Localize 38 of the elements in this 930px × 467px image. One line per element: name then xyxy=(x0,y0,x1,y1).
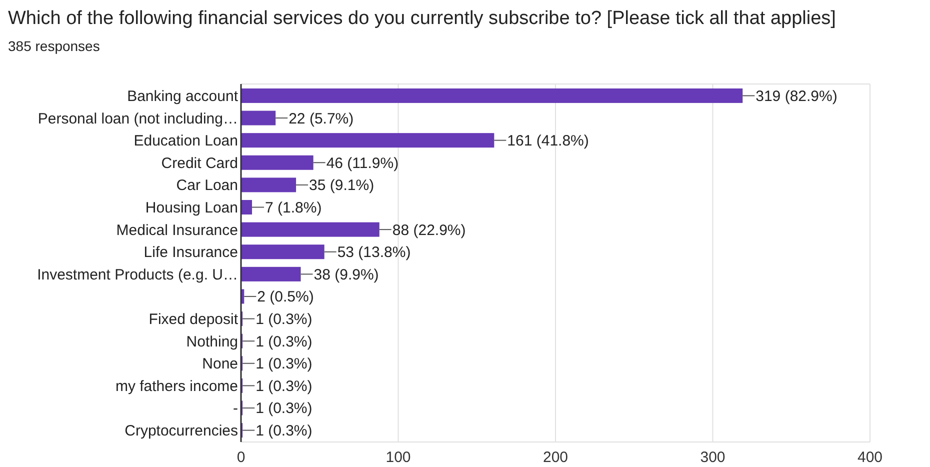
y-tick-label: my fathers income xyxy=(115,378,238,395)
data-label: 1 (0.3%) xyxy=(256,356,312,373)
data-label: 1 (0.3%) xyxy=(256,378,312,395)
data-label: 88 (22.9%) xyxy=(392,222,466,239)
data-label: 2 (0.5%) xyxy=(257,288,314,306)
chart-title: Which of the following financial services do you currently subscribe to? [Please tick all that applies] xyxy=(8,8,836,29)
y-tick-label: Cryptocurrencies xyxy=(124,422,238,440)
y-tick-label: Housing Loan xyxy=(145,199,238,216)
y-tick-label: Life Insurance xyxy=(144,244,238,262)
data-label: 53 (13.8%) xyxy=(337,244,411,262)
data-label: 1 (0.3%) xyxy=(256,422,312,440)
data-label: 35 (9.1%) xyxy=(309,177,374,194)
y-tick-label: None xyxy=(202,356,238,373)
y-tick-label: Fixed deposit xyxy=(148,311,239,328)
x-tick-label: 400 xyxy=(857,449,883,466)
data-label: 22 (5.7%) xyxy=(288,110,354,128)
x-tick-label: 300 xyxy=(700,449,726,466)
data-label: 161 (41.8%) xyxy=(507,132,589,150)
y-tick-label: Credit Card xyxy=(161,154,238,172)
data-label: 1 (0.3%) xyxy=(256,400,312,418)
data-label: 319 (82.9%) xyxy=(756,88,838,105)
y-tick-label: Personal loan (not including… xyxy=(38,110,238,128)
x-tick-label: 100 xyxy=(386,449,411,466)
y-tick-label: - xyxy=(233,400,238,418)
y-tick-label: Investment Products (e.g. U… xyxy=(37,266,238,284)
text: 385 responses xyxy=(8,38,100,54)
x-tick-label: 0 xyxy=(236,449,246,466)
y-tick-label: Medical Insurance xyxy=(116,222,238,239)
x-tick-label: 200 xyxy=(542,449,568,466)
data-label: 1 (0.3%) xyxy=(256,311,312,328)
data-label: 46 (11.9%) xyxy=(326,154,399,172)
y-tick-label: Education Loan xyxy=(134,132,238,150)
y-tick-label: Banking account xyxy=(127,88,239,105)
data-label: 7 (1.8%) xyxy=(265,199,322,216)
y-tick-label: Nothing xyxy=(186,333,238,350)
data-label: 1 (0.3%) xyxy=(256,333,312,350)
y-tick-label: Car Loan xyxy=(176,177,238,194)
data-label: 38 (9.9%) xyxy=(314,266,379,284)
